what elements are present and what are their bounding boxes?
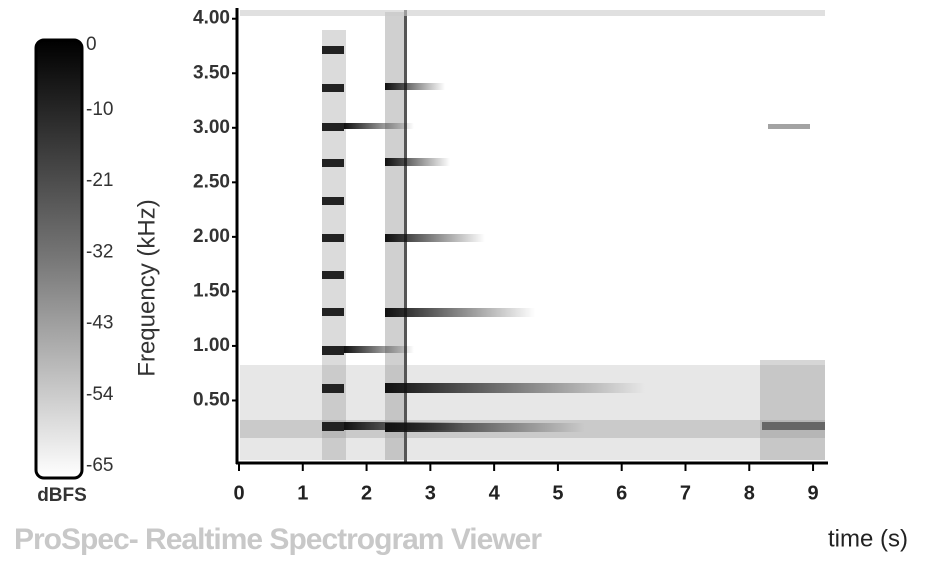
colorbar-tick-label: 0 [86, 34, 97, 55]
x-tick-label: 5 [552, 482, 563, 504]
colorbar-tick-label: -54 [86, 384, 114, 405]
colorbar-tick-label: -21 [86, 170, 113, 191]
x-tick-label: 6 [616, 482, 627, 504]
x-axis-label: time (s) [828, 525, 908, 552]
y-tick-label: 3.00 [193, 117, 230, 138]
x-tick-label: 7 [680, 482, 691, 504]
x-tick-label: 1 [297, 482, 308, 504]
y-tick-label: 2.50 [193, 171, 230, 192]
colorbar-tick-label: -65 [86, 455, 113, 476]
y-tick-label: 2.00 [193, 226, 230, 247]
y-tick-label: 1.50 [193, 280, 230, 301]
x-tick-label: 3 [425, 482, 436, 504]
colorbar-tick-label: -43 [86, 313, 113, 334]
colorbar-label: dBFS [37, 485, 87, 506]
y-tick-label: 3.50 [193, 62, 230, 83]
colorbar-tick-label: -10 [86, 99, 113, 120]
y-tick-label: 4.00 [193, 8, 230, 29]
x-tick-label: 0 [233, 482, 244, 504]
spectrogram-image [240, 10, 825, 462]
x-tick-label: 9 [807, 482, 818, 504]
colorbar-tick-label: -32 [86, 241, 113, 262]
colorbar [34, 38, 84, 480]
y-tick-label: 1.00 [193, 335, 230, 356]
y-axis-label: Frequency (kHz) [133, 199, 160, 376]
x-tick-label: 8 [744, 482, 755, 504]
x-tick-label: 4 [489, 482, 501, 504]
app-title: ProSpec- Realtime Spectrogram Viewer [14, 523, 542, 556]
x-tick-label: 2 [361, 482, 372, 504]
y-tick-label: 0.50 [193, 389, 230, 410]
